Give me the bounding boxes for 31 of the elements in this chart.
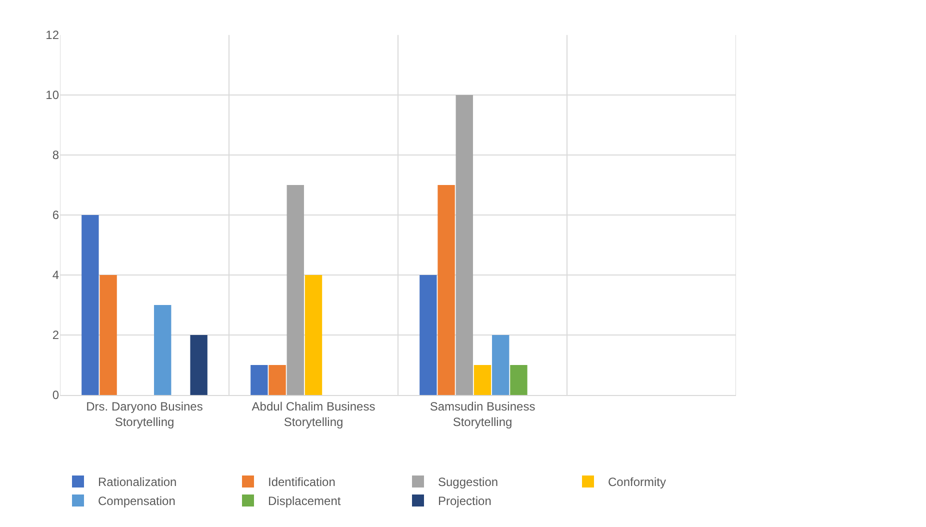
bar — [190, 335, 208, 395]
y-tick-label: 8 — [52, 148, 60, 162]
legend-label: Displacement — [268, 494, 342, 508]
legend-label: Rationalization — [98, 475, 177, 490]
bar — [510, 365, 528, 395]
legend-label: Suggestion — [438, 475, 498, 490]
bar — [250, 365, 268, 395]
legend-label: Identification — [268, 475, 336, 490]
bar — [304, 275, 322, 395]
y-tick-label: 4 — [52, 268, 60, 282]
x-tick-label: Abdul Chalim Business Storytelling — [252, 399, 376, 429]
bar — [492, 335, 510, 395]
y-tick-label: 12 — [46, 28, 60, 42]
bar — [456, 95, 473, 395]
legend-label: Conformity — [608, 475, 666, 490]
bar — [268, 365, 286, 395]
bar — [154, 305, 172, 395]
bar — [286, 185, 304, 395]
x-tick-label: Drs. Daryono Busines Storytelling — [86, 399, 203, 429]
y-tick-label: 6 — [52, 208, 60, 222]
legend-label: Projection — [438, 494, 492, 508]
bar — [420, 275, 437, 395]
y-tick-label: 0 — [52, 388, 60, 402]
bar — [438, 185, 455, 395]
y-tick-label: 2 — [52, 328, 60, 342]
x-tick-label: Samsudin Business Storytelling — [430, 399, 536, 429]
bar — [82, 215, 99, 395]
bar — [474, 365, 492, 395]
bar — [100, 275, 117, 395]
legend-label: Compensation — [98, 494, 176, 508]
y-tick-label: 10 — [46, 88, 60, 102]
